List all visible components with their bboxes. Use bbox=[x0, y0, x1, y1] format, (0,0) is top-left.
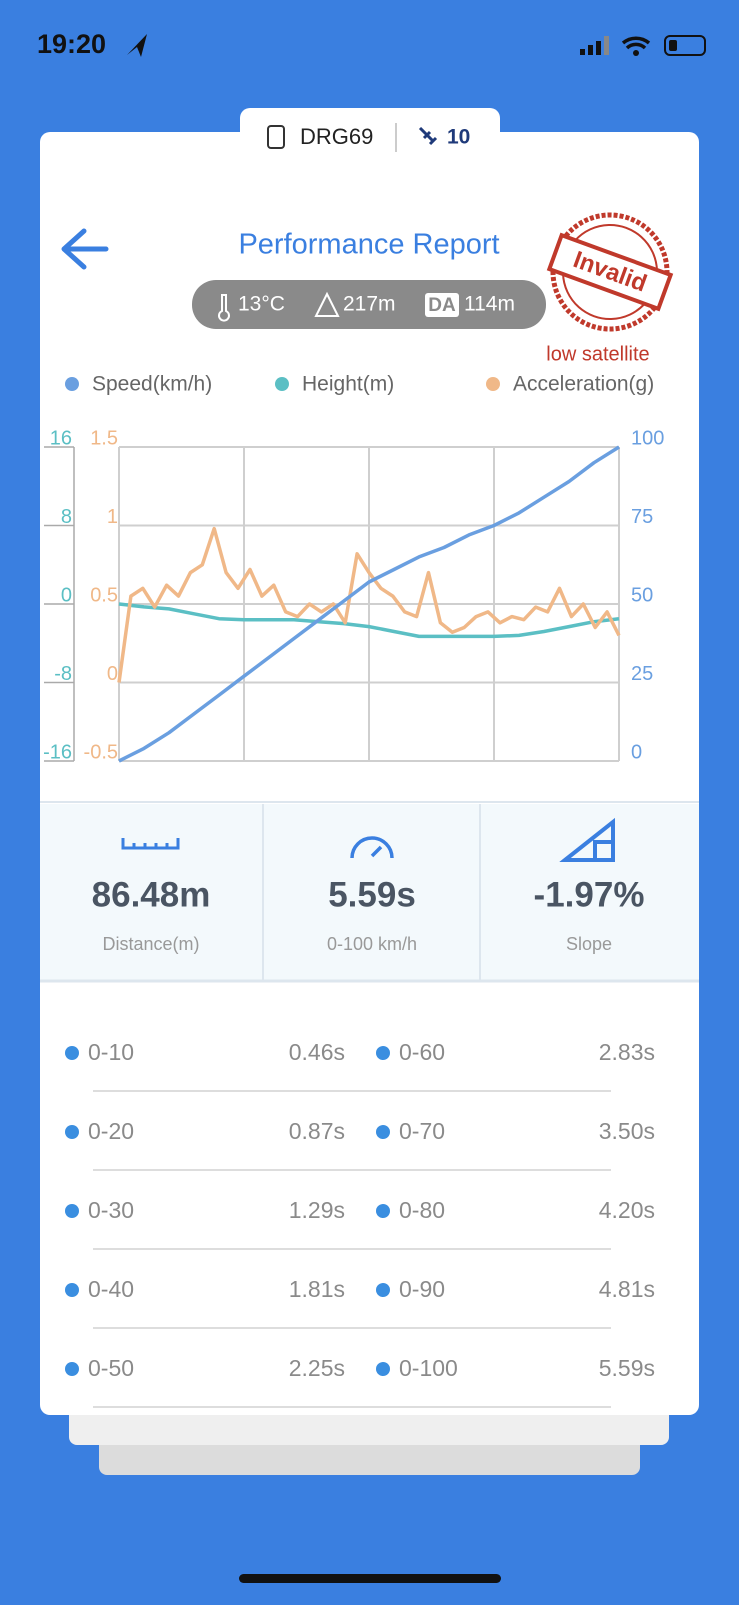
satellite-count: 10 bbox=[447, 126, 470, 149]
split-dot bbox=[376, 1362, 390, 1376]
density-altitude: 114m bbox=[464, 293, 515, 316]
legend-label: Speed(km/h) bbox=[92, 373, 212, 396]
y-tick-label: 16 bbox=[50, 427, 72, 449]
series-line bbox=[118, 445, 620, 763]
signal-icon bbox=[580, 36, 609, 55]
legend-dot bbox=[486, 377, 500, 391]
series-line bbox=[117, 526, 621, 683]
split-time: 4.81s bbox=[599, 1276, 655, 1302]
speedometer-icon bbox=[350, 836, 394, 859]
y-tick-label: -8 bbox=[54, 663, 72, 685]
y-tick-label: 0 bbox=[107, 663, 118, 685]
split-time: 0.87s bbox=[289, 1118, 345, 1144]
legend-dot bbox=[65, 377, 79, 391]
split-dot bbox=[376, 1046, 390, 1060]
y-tick-label: -16 bbox=[43, 741, 72, 763]
satellite-icon bbox=[418, 126, 438, 146]
split-range: 0-90 bbox=[399, 1276, 445, 1302]
split-time: 3.50s bbox=[599, 1118, 655, 1144]
stat-value: 86.48m bbox=[92, 875, 211, 914]
wifi-icon bbox=[621, 36, 651, 50]
y-tick-label: -0.5 bbox=[84, 741, 118, 763]
split-dot bbox=[376, 1125, 390, 1139]
split-time: 2.25s bbox=[289, 1355, 345, 1381]
split-time: 0.46s bbox=[289, 1039, 345, 1065]
stat-label: Distance(m) bbox=[102, 934, 199, 954]
device-name: DRG69 bbox=[300, 124, 373, 149]
da-badge bbox=[425, 293, 459, 317]
split-time: 5.59s bbox=[599, 1355, 655, 1381]
status-time: 19:20 bbox=[37, 29, 106, 59]
wifi-icon bbox=[633, 50, 639, 56]
y-tick-label: 50 bbox=[631, 584, 653, 606]
report-card bbox=[40, 132, 699, 1415]
split-dot bbox=[376, 1204, 390, 1218]
stats-panel bbox=[40, 804, 699, 980]
y-tick-label: 25 bbox=[631, 663, 653, 685]
split-range: 0-40 bbox=[88, 1276, 134, 1302]
split-range: 0-50 bbox=[88, 1355, 134, 1381]
page-title: Performance Report bbox=[238, 229, 499, 261]
location-icon bbox=[127, 34, 147, 57]
split-dot bbox=[376, 1283, 390, 1297]
stamp-band bbox=[546, 232, 674, 312]
y-tick-label: 1.5 bbox=[90, 427, 118, 449]
da-label: DA bbox=[428, 295, 456, 316]
split-time: 4.20s bbox=[599, 1197, 655, 1223]
stat-label: 0-100 km/h bbox=[327, 934, 417, 954]
split-time: 2.83s bbox=[599, 1039, 655, 1065]
split-dot bbox=[65, 1046, 79, 1060]
stat-value: 5.59s bbox=[328, 875, 416, 914]
split-range: 0-80 bbox=[399, 1197, 445, 1223]
split-range: 0-70 bbox=[399, 1118, 445, 1144]
y-tick-label: 75 bbox=[631, 506, 653, 528]
home-indicator bbox=[239, 1574, 501, 1583]
back-button[interactable] bbox=[61, 228, 109, 270]
split-range: 0-60 bbox=[399, 1039, 445, 1065]
battery-level bbox=[669, 40, 677, 51]
y-tick-label: 0.5 bbox=[90, 584, 118, 606]
temperature: 13°C bbox=[238, 293, 285, 316]
device-icon bbox=[267, 125, 285, 149]
stat-label: Slope bbox=[566, 934, 612, 954]
series-line bbox=[118, 602, 620, 639]
battery-icon bbox=[664, 35, 706, 56]
legend-dot bbox=[275, 377, 289, 391]
split-range: 0-100 bbox=[399, 1355, 458, 1381]
split-dot bbox=[65, 1362, 79, 1376]
altitude-icon bbox=[314, 291, 340, 317]
stat-value: -1.97% bbox=[534, 875, 645, 914]
split-range: 0-10 bbox=[88, 1039, 134, 1065]
split-dot bbox=[65, 1204, 79, 1218]
y-tick-label: 100 bbox=[631, 427, 664, 449]
y-tick-label: 0 bbox=[631, 741, 642, 763]
altitude: 217m bbox=[343, 293, 396, 316]
y-tick-label: 1 bbox=[107, 506, 118, 528]
y-tick-label: 0 bbox=[61, 584, 72, 606]
conditions-pill bbox=[192, 280, 546, 329]
split-dot bbox=[65, 1125, 79, 1139]
split-dot bbox=[65, 1283, 79, 1297]
thermometer-icon bbox=[218, 294, 230, 322]
split-range: 0-30 bbox=[88, 1197, 134, 1223]
split-time: 1.29s bbox=[289, 1197, 345, 1223]
y-tick-label: 8 bbox=[61, 506, 72, 528]
legend-label: Acceleration(g) bbox=[513, 373, 654, 396]
slope-icon bbox=[559, 817, 615, 862]
device-pill[interactable] bbox=[240, 108, 500, 163]
stamp-note: low satellite bbox=[546, 343, 649, 365]
legend-label: Height(m) bbox=[302, 373, 394, 396]
split-range: 0-20 bbox=[88, 1118, 134, 1144]
distance-icon bbox=[121, 838, 180, 850]
split-time: 1.81s bbox=[289, 1276, 345, 1302]
speedometer-icon bbox=[370, 845, 383, 858]
